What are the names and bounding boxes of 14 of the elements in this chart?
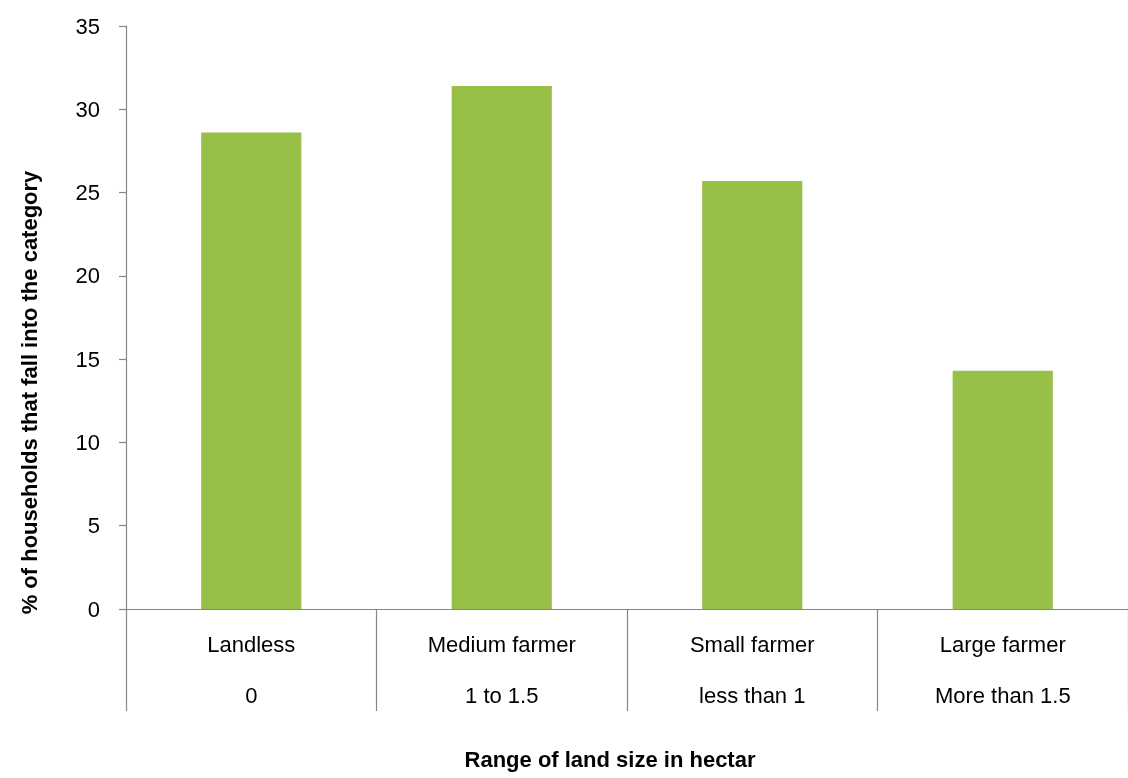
y-axis-title: % of households that fall into the category <box>16 169 42 615</box>
y-tick-label: 10 <box>75 429 100 455</box>
y-tick-label: 25 <box>75 180 100 206</box>
y-tick-label: 35 <box>75 13 100 39</box>
x-axis-title: Range of land size in hectar <box>464 746 756 772</box>
x-tick-label: Small farmer less than 1 <box>689 632 815 708</box>
y-tick-label: 15 <box>75 346 100 372</box>
y-tick-label: 30 <box>75 96 100 122</box>
x-tick-label: Landless 0 <box>207 632 296 708</box>
y-tick-label: 20 <box>75 263 100 289</box>
x-tick-label: Large farmer More than 1.5 <box>934 632 1071 708</box>
y-tick-label: 0 <box>87 596 100 622</box>
y-tick-label: 5 <box>87 513 100 539</box>
x-tick-label: Medium farmer 1 to 1.5 <box>427 632 576 708</box>
